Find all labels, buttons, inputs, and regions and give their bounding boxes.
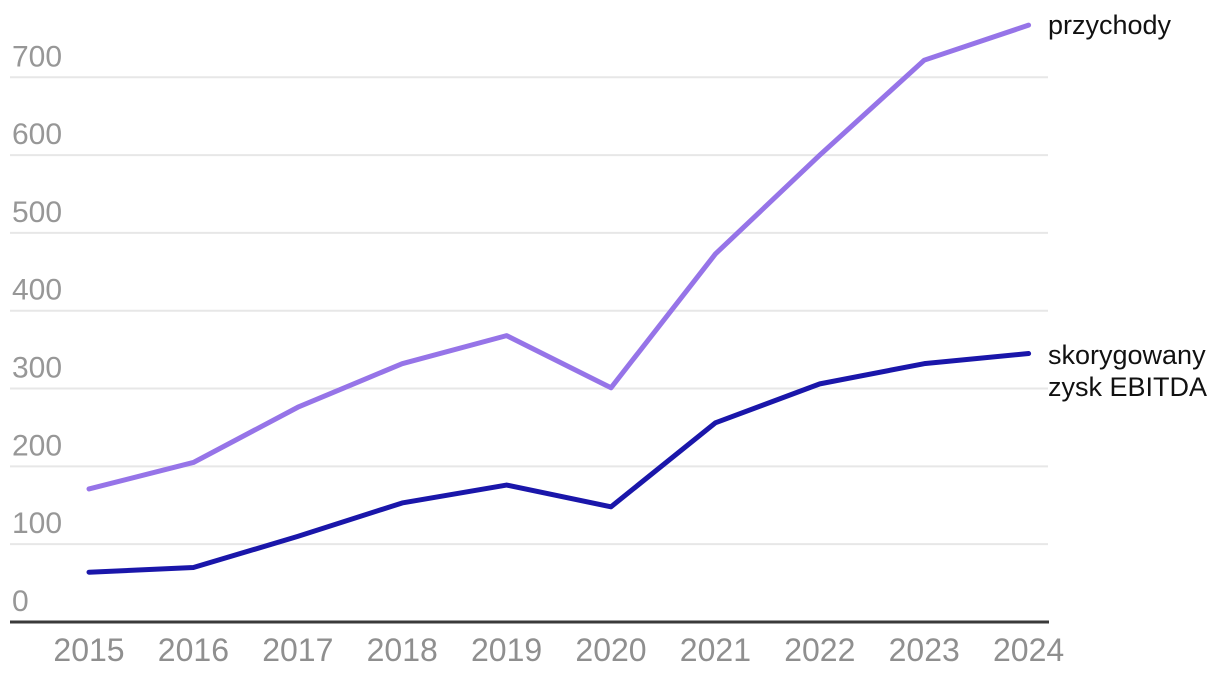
data-lines-group (86, 22, 1032, 575)
x-tick-label: 2018 (367, 632, 438, 668)
y-tick-label: 600 (12, 118, 62, 151)
y-tick-label: 400 (12, 274, 62, 307)
x-axis-tick-labels: 2015 2016 2017 2018 2019 2020 2021 2022 2023 2024 (53, 632, 1064, 668)
x-tick-label: 2021 (680, 632, 751, 668)
x-tick-label: 2020 (575, 632, 646, 668)
data-line-przychody (86, 22, 1032, 492)
y-tick-label: 700 (12, 40, 62, 73)
y-axis-tick-labels: 0 100 200 300 400 500 600 700 (12, 40, 62, 618)
x-tick-label: 2016 (158, 632, 229, 668)
y-tick-label: 100 (12, 507, 62, 540)
x-tick-label: 2024 (993, 632, 1064, 668)
data-line-skorygowany-zysk-EBITDA (86, 351, 1032, 575)
series-label-ebitda-line1: skorygowany (1048, 340, 1206, 370)
x-tick-label: 2023 (889, 632, 960, 668)
y-tick-label: 500 (12, 196, 62, 229)
x-tick-label: 2022 (784, 632, 855, 668)
series-label-przychody: przychody (1048, 10, 1172, 40)
y-tick-label: 200 (12, 429, 62, 462)
x-tick-label: 2015 (53, 632, 124, 668)
x-tick-label: 2019 (471, 632, 542, 668)
y-tick-label: 300 (12, 352, 62, 385)
series-label-ebitda-line2: zysk EBITDA (1048, 372, 1207, 402)
y-tick-label: 0 (12, 585, 29, 618)
x-tick-label: 2017 (262, 632, 333, 668)
